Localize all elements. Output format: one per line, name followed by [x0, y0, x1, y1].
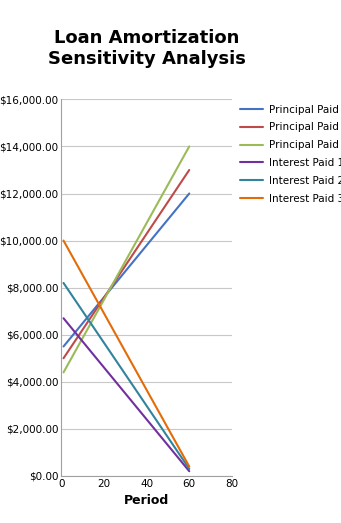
Text: Loan Amortization
Sensitivity Analysis: Loan Amortization Sensitivity Analysis	[48, 29, 246, 68]
Principal Paid 2	[187, 167, 191, 173]
Interest Paid 1	[61, 315, 65, 321]
Interest Paid 3	[61, 237, 65, 244]
Principal Paid 3	[61, 369, 65, 376]
Principal Paid 1	[61, 344, 65, 350]
Interest Paid 2	[61, 280, 65, 286]
Principal Paid 2	[61, 355, 65, 361]
Line: Interest Paid 1: Interest Paid 1	[63, 318, 189, 471]
Interest Paid 3	[187, 463, 191, 470]
Interest Paid 1	[187, 468, 191, 474]
Line: Interest Paid 2: Interest Paid 2	[63, 283, 189, 469]
Principal Paid 1	[187, 190, 191, 197]
Interest Paid 2	[187, 465, 191, 472]
Line: Principal Paid 3: Principal Paid 3	[63, 146, 189, 372]
X-axis label: Period: Period	[124, 494, 169, 507]
Legend: Principal Paid 1, Principal Paid 2, Principal Paid 3, Interest Paid 1, Interest : Principal Paid 1, Principal Paid 2, Prin…	[240, 105, 341, 203]
Line: Principal Paid 1: Principal Paid 1	[63, 194, 189, 347]
Line: Interest Paid 3: Interest Paid 3	[63, 241, 189, 467]
Principal Paid 3	[187, 143, 191, 150]
Line: Principal Paid 2: Principal Paid 2	[63, 170, 189, 358]
